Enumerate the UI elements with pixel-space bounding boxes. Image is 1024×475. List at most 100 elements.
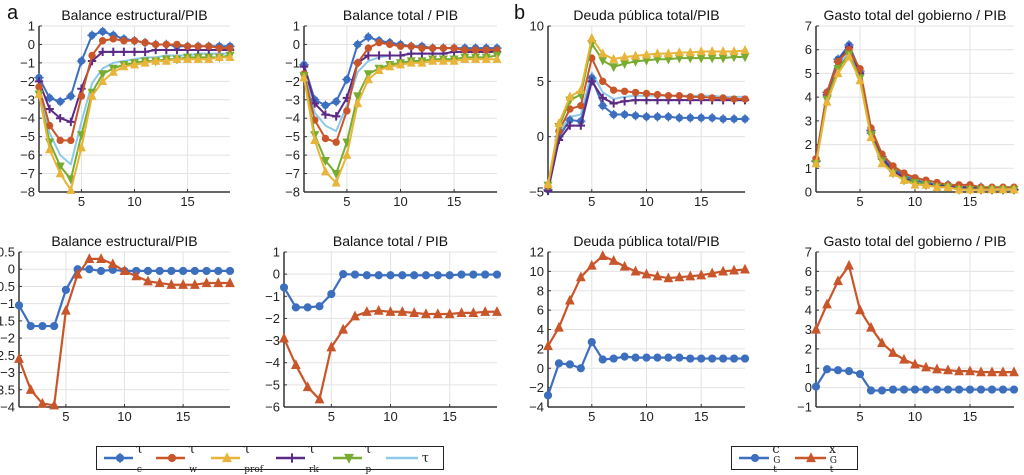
data-point-tprof — [822, 96, 832, 106]
x-tick-label: 15 — [694, 409, 708, 424]
marker-triangle-up — [609, 53, 619, 63]
data-point-xG — [998, 366, 1008, 377]
marker-circle — [321, 134, 330, 143]
marker-circle — [215, 44, 224, 52]
legend-swatch-xG — [795, 452, 826, 463]
chart-4: 5 10 15 0 1 2 3 4 5 6 7 Gasto total del gobierno / … — [805, 7, 1019, 209]
marker-triangle-up — [131, 270, 142, 281]
marker-triangle-up — [641, 49, 652, 59]
data-point-xG — [60, 304, 71, 315]
data-point-tw — [741, 95, 749, 103]
legend-subscript: rk — [308, 464, 319, 475]
data-point-tw — [77, 92, 86, 100]
data-point-xG — [696, 269, 707, 280]
data-point-tw — [675, 92, 684, 100]
data-point-tprof — [1009, 184, 1019, 194]
data-point-cG — [327, 289, 336, 299]
data-point-cG — [433, 271, 442, 280]
y-tick-label: −4 — [285, 111, 300, 126]
legend-subscript: prof — [244, 464, 264, 475]
marker-triangle-up — [449, 55, 459, 65]
legend-symbol: τ — [243, 441, 251, 457]
marker-star — [44, 93, 55, 103]
marker-triangle-up — [932, 363, 942, 374]
data-point-tw — [834, 57, 842, 66]
data-point-tprof — [214, 52, 224, 62]
marker-triangle-up — [204, 53, 214, 63]
marker-star — [707, 113, 717, 123]
data-point-tc — [97, 26, 108, 37]
marker-circle — [577, 101, 585, 110]
data-point-tw — [577, 101, 585, 110]
data-point-trk — [374, 51, 384, 60]
marker-triangle-up — [76, 142, 86, 152]
marker-circle — [888, 385, 898, 394]
marker-triangle-up — [363, 74, 373, 84]
data-point-xG — [492, 306, 502, 316]
marker-circle — [664, 92, 673, 100]
legend-swatch-t — [385, 456, 418, 460]
y-tick-label: 3 — [805, 322, 812, 337]
marker-circle — [482, 46, 490, 54]
data-point-tw — [343, 107, 351, 115]
marker-triangle-up — [166, 279, 177, 289]
marker-plus — [119, 47, 129, 57]
data-point-xG — [290, 359, 301, 370]
marker-triangle-up — [471, 53, 481, 63]
marker-triangle-down — [331, 169, 341, 179]
marker-circle — [565, 360, 574, 369]
data-point-xG — [976, 366, 986, 377]
marker-circle — [386, 40, 394, 49]
marker-circle — [543, 391, 553, 400]
marker-triangle-up — [492, 306, 502, 316]
data-point-tprof — [395, 59, 406, 69]
marker-plus — [98, 47, 107, 57]
marker-circle — [631, 88, 640, 97]
data-point-cG — [202, 266, 211, 276]
data-point-xG — [575, 271, 586, 282]
marker-star — [718, 114, 728, 124]
data-point-tw — [194, 42, 202, 50]
y-tick-label: 0 — [537, 361, 544, 376]
data-point-xG — [811, 323, 821, 334]
data-point-xG — [641, 268, 652, 279]
marker-circle — [141, 38, 149, 47]
y-tick-label: 7 — [805, 19, 812, 34]
legend-subscript: w — [189, 464, 198, 475]
legend-script: prof — [244, 457, 263, 475]
legend-subscript: p — [365, 464, 372, 475]
marker-triangle-up — [608, 255, 619, 265]
marker-plus — [385, 51, 394, 60]
marker-circle — [822, 365, 832, 374]
marker-triangle-up — [417, 57, 427, 67]
data-point-tprof — [108, 66, 118, 76]
marker-circle — [1009, 385, 1019, 394]
marker-triangle-up — [108, 66, 118, 76]
data-point-tc — [331, 96, 341, 107]
data-point-xG — [302, 381, 313, 392]
x-tick-label: 15 — [963, 409, 977, 424]
legend-swatch-tw — [156, 453, 186, 463]
data-point-tc — [44, 93, 55, 103]
x-tick-label: 10 — [639, 194, 653, 209]
data-point-tprof — [129, 59, 140, 69]
marker-circle — [576, 364, 585, 373]
data-point-tprof — [98, 76, 108, 86]
marker-triangle-up — [888, 347, 898, 357]
y-tick-label: −3 — [20, 92, 35, 107]
data-point-xG — [707, 267, 718, 278]
data-point-xG — [866, 321, 876, 332]
marker-triangle-up — [565, 91, 575, 101]
marker-circle — [410, 271, 419, 280]
marker-circle — [26, 321, 35, 331]
data-point-cG — [445, 271, 454, 280]
marker-circle — [183, 42, 192, 50]
marker-triangle-up — [55, 168, 65, 178]
y-tick-label: −6 — [20, 148, 35, 163]
data-point-xG — [822, 298, 832, 309]
x-tick-label: 10 — [908, 409, 922, 424]
data-point-tc — [707, 113, 717, 123]
data-point-tprof — [987, 184, 997, 194]
data-point-trk — [331, 112, 341, 121]
data-point-tprof — [674, 47, 684, 57]
